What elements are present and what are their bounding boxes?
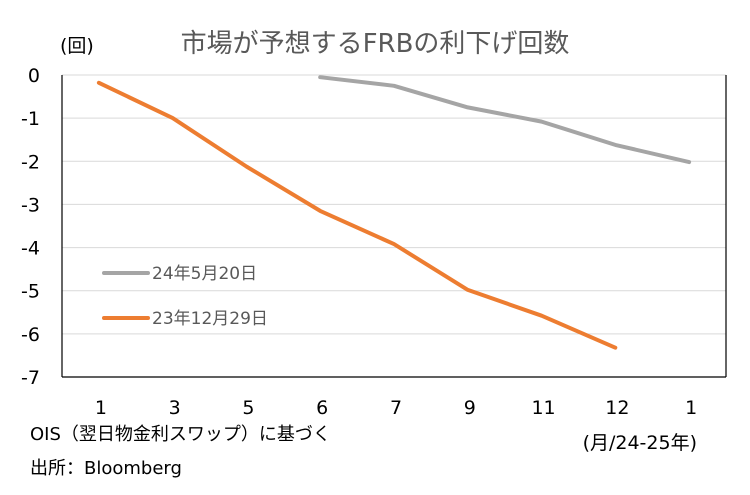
y-tick-label: -5 xyxy=(21,281,40,303)
x-tick-label: 6 xyxy=(316,397,328,419)
y-tick-label: 0 xyxy=(28,65,40,87)
x-tick-label: 1 xyxy=(685,397,697,419)
y-tick-label: -3 xyxy=(21,194,40,216)
x-unit-label: (月/24-25年) xyxy=(583,432,697,454)
y-tick-label: -2 xyxy=(21,151,40,173)
legend: 24年5月20日 23年12月29日 xyxy=(102,264,268,329)
series-line-1 xyxy=(96,80,618,350)
series-layer xyxy=(96,75,692,350)
x-tick-label: 1 xyxy=(95,397,107,419)
x-tick-label: 11 xyxy=(531,397,555,419)
y-unit-label: (回) xyxy=(60,35,94,57)
x-tick-label: 3 xyxy=(169,397,181,419)
y-tick-label: -6 xyxy=(21,324,40,346)
grid-layer xyxy=(61,74,727,378)
y-tick-label: -7 xyxy=(21,367,40,389)
x-tick-labels: 1 3 5 6 7 9 11 12 1 xyxy=(95,397,697,419)
legend-label-1: 23年12月29日 xyxy=(152,309,268,329)
y-tick-label: -4 xyxy=(21,238,40,260)
y-tick-label: -1 xyxy=(21,108,40,130)
x-tick-label: 5 xyxy=(242,397,254,419)
footnote-basis: OIS（翌日物金利スワップ）に基づく xyxy=(30,424,331,445)
legend-label-0: 24年5月20日 xyxy=(152,264,257,284)
x-tick-label: 9 xyxy=(464,397,476,419)
series-line-0 xyxy=(318,75,692,165)
y-tick-labels: 0 -1 -2 -3 -4 -5 -6 -7 xyxy=(21,65,40,389)
x-tick-label: 12 xyxy=(605,397,629,419)
x-tick-label: 7 xyxy=(390,397,402,419)
footnote-source: 出所：Bloomberg xyxy=(30,458,182,479)
chart-title: 市場が予想するFRBの利下げ回数 xyxy=(181,29,570,59)
